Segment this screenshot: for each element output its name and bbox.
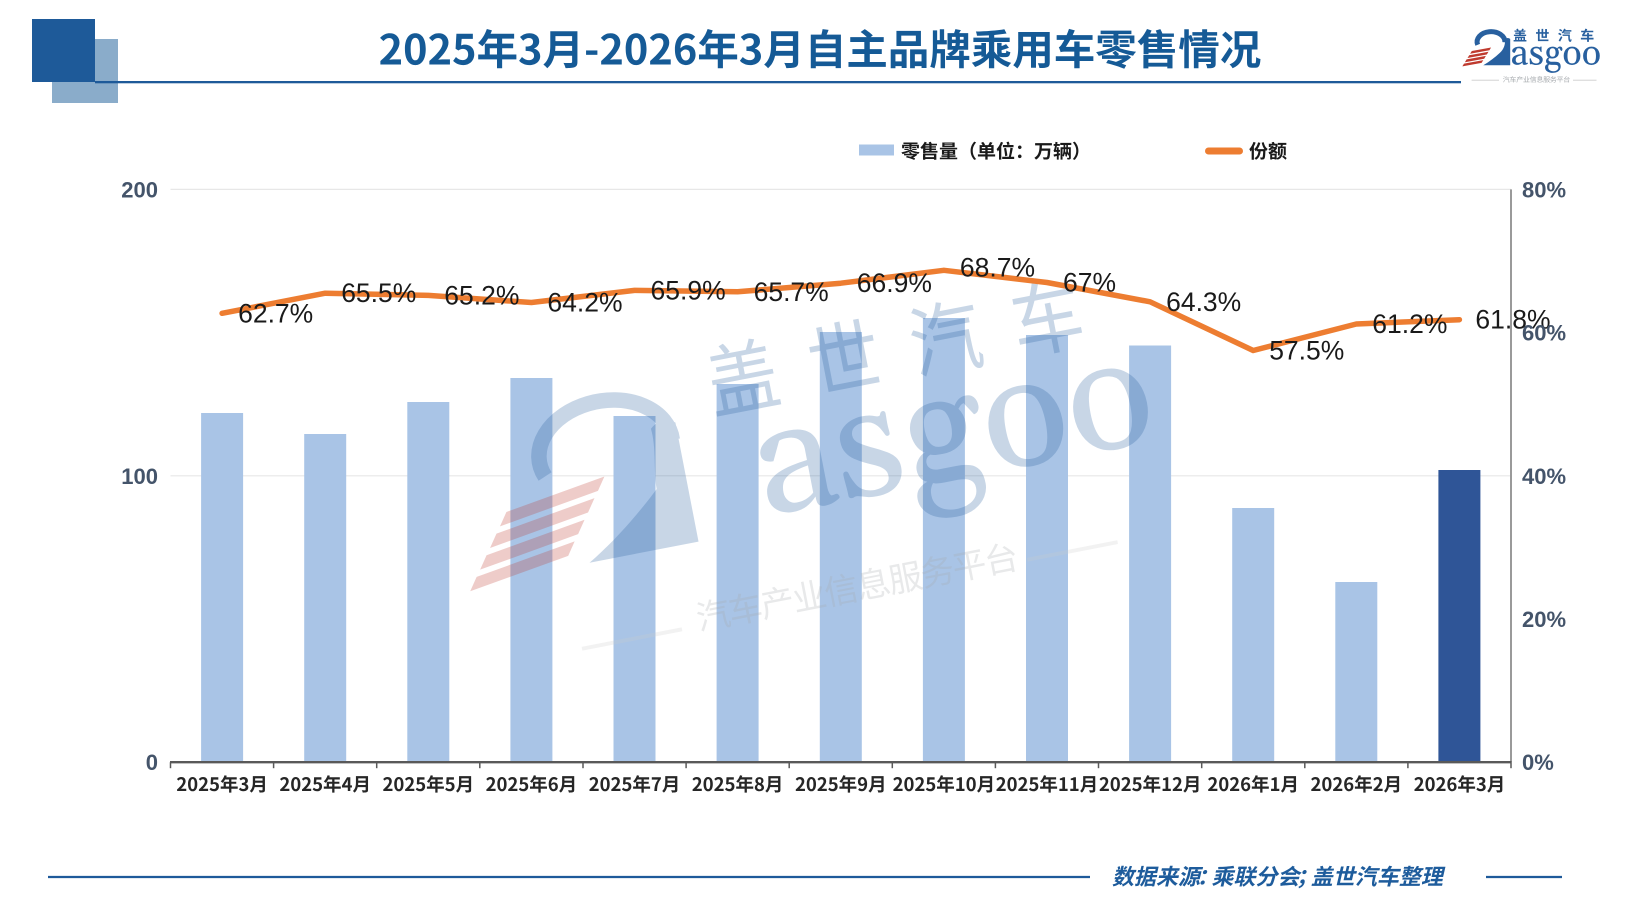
- svg-text:65.7%: 65.7%: [754, 277, 829, 307]
- svg-text:60%: 60%: [1522, 321, 1566, 346]
- svg-text:100: 100: [121, 464, 158, 489]
- svg-text:64.2%: 64.2%: [547, 288, 622, 318]
- svg-text:0%: 0%: [1522, 750, 1554, 775]
- svg-text:65.5%: 65.5%: [341, 278, 416, 308]
- svg-text:40%: 40%: [1522, 464, 1566, 489]
- svg-text:20%: 20%: [1522, 607, 1566, 632]
- svg-text:57.5%: 57.5%: [1269, 336, 1344, 366]
- svg-text:0: 0: [146, 750, 158, 775]
- svg-text:80%: 80%: [1522, 177, 1566, 202]
- svg-text:62.7%: 62.7%: [238, 298, 313, 328]
- svg-text:64.3%: 64.3%: [1166, 287, 1241, 317]
- svg-text:61.2%: 61.2%: [1372, 309, 1447, 339]
- svg-text:68.7%: 68.7%: [960, 252, 1035, 282]
- svg-text:66.9%: 66.9%: [857, 268, 932, 298]
- svg-text:200: 200: [121, 177, 158, 202]
- svg-text:67%: 67%: [1063, 268, 1116, 298]
- svg-text:61.8%: 61.8%: [1475, 305, 1550, 335]
- svg-text:65.9%: 65.9%: [651, 275, 726, 305]
- svg-text:65.2%: 65.2%: [444, 280, 519, 310]
